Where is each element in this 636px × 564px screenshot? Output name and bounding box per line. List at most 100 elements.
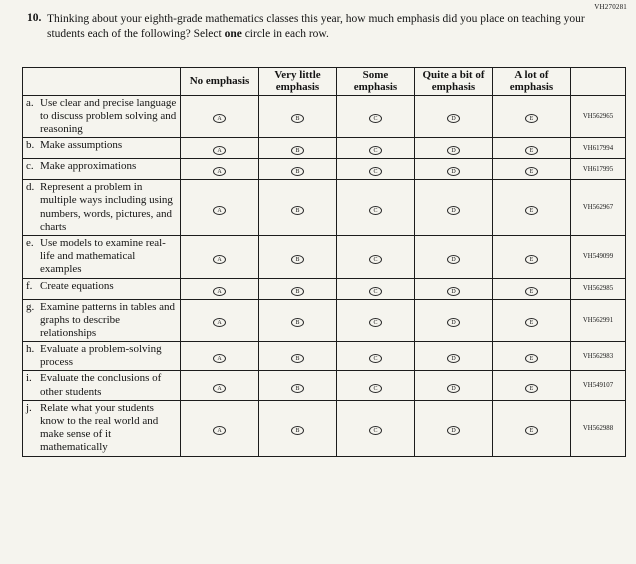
answer-bubble[interactable]: B (291, 146, 304, 156)
answer-bubble[interactable]: E (525, 383, 538, 393)
answer-cell: D (414, 399, 493, 457)
item-code: VH617994 (570, 137, 626, 160)
row-letter: f. (26, 279, 33, 292)
answer-bubble[interactable]: C (369, 146, 382, 156)
answer-cell: A (180, 179, 259, 236)
answer-bubble[interactable]: C (369, 205, 382, 215)
answer-bubble[interactable]: D (447, 114, 460, 124)
emphasis-table: No emphasis Very little emphasis Some em… (22, 67, 626, 457)
row-label-text: Use clear and precise language to discus… (40, 96, 177, 135)
item-code: VH562983 (570, 341, 626, 372)
header-no-emphasis: No emphasis (180, 67, 259, 96)
row-label-text: Evaluate the conclusions of other studen… (40, 372, 162, 398)
answer-bubble[interactable]: C (369, 254, 382, 264)
answer-cell: A (180, 341, 259, 372)
answer-bubble[interactable]: D (447, 318, 460, 328)
answer-bubble[interactable]: D (447, 286, 460, 296)
answer-cell: E (492, 158, 571, 181)
answer-cell: A (180, 370, 259, 401)
answer-bubble[interactable]: D (447, 354, 460, 364)
answer-cell: A (180, 298, 259, 343)
answer-bubble[interactable]: B (291, 318, 304, 328)
row-label-cell: b. Make assumptions (22, 137, 181, 160)
item-code: VH562988 (570, 399, 626, 457)
answer-bubble[interactable]: E (525, 318, 538, 328)
answer-bubble[interactable]: C (369, 286, 382, 296)
answer-cell: B (258, 158, 337, 181)
answer-cell: D (414, 277, 493, 300)
answer-bubble[interactable]: C (369, 318, 382, 328)
answer-bubble[interactable]: D (447, 167, 460, 177)
answer-bubble[interactable]: E (525, 146, 538, 156)
answer-cell: B (258, 137, 337, 160)
row-label-cell: h. Evaluate a problem-solving process (22, 341, 181, 372)
row-label: b. Make assumptions (26, 139, 177, 152)
answer-bubble[interactable]: A (213, 254, 226, 264)
answer-bubble[interactable]: E (525, 167, 538, 177)
answer-bubble[interactable]: A (213, 114, 226, 124)
header-corner (22, 67, 181, 96)
table-row: c. Make approximations A B C D E VH617995 (22, 158, 626, 181)
answer-bubble[interactable]: B (291, 167, 304, 177)
header-code-column (570, 67, 626, 96)
answer-bubble[interactable]: C (369, 383, 382, 393)
row-letter: i. (26, 372, 32, 385)
row-label-cell: c. Make approximations (22, 158, 181, 181)
answer-bubble[interactable]: A (213, 167, 226, 177)
answer-bubble[interactable]: B (291, 205, 304, 215)
answer-bubble[interactable]: B (291, 114, 304, 124)
answer-bubble[interactable]: C (369, 426, 382, 436)
answer-cell: C (336, 399, 415, 457)
answer-bubble[interactable]: B (291, 254, 304, 264)
answer-bubble[interactable]: B (291, 383, 304, 393)
answer-bubble[interactable]: D (447, 426, 460, 436)
answer-bubble[interactable]: D (447, 205, 460, 215)
answer-cell: D (414, 179, 493, 236)
answer-bubble[interactable]: D (447, 146, 460, 156)
answer-bubble[interactable]: C (369, 167, 382, 177)
answer-cell: A (180, 234, 259, 279)
answer-bubble[interactable]: C (369, 114, 382, 124)
answer-bubble[interactable]: B (291, 286, 304, 296)
table-row: g. Examine patterns in tables and graphs … (22, 298, 626, 343)
header-row: No emphasis Very little emphasis Some em… (22, 67, 626, 96)
header-very-little-emphasis: Very little emphasis (258, 67, 337, 96)
answer-cell: D (414, 341, 493, 372)
answer-bubble[interactable]: A (213, 146, 226, 156)
table-row: d. Represent a problem in multiple ways i… (22, 179, 626, 236)
row-label-cell: i. Evaluate the conclusions of other stud… (22, 370, 181, 401)
answer-bubble[interactable]: A (213, 286, 226, 296)
row-label-cell: e. Use models to examine real-life and ma… (22, 234, 181, 279)
answer-bubble[interactable]: D (447, 254, 460, 264)
answer-cell: B (258, 234, 337, 279)
answer-bubble[interactable]: B (291, 354, 304, 364)
answer-bubble[interactable]: C (369, 354, 382, 364)
row-letter: g. (26, 300, 35, 313)
answer-bubble[interactable]: E (525, 114, 538, 124)
question-text-before: Thinking about your eighth-grade mathema… (47, 13, 585, 40)
answer-bubble[interactable]: E (525, 354, 538, 364)
table-row: j. Relate what your students know to the … (22, 399, 626, 457)
answer-bubble[interactable]: D (447, 383, 460, 393)
answer-bubble[interactable]: A (213, 354, 226, 364)
row-label-cell: g. Examine patterns in tables and graphs … (22, 298, 181, 343)
answer-bubble[interactable]: A (213, 318, 226, 328)
answer-cell: A (180, 137, 259, 160)
answer-bubble[interactable]: E (525, 286, 538, 296)
answer-cell: E (492, 341, 571, 372)
answer-bubble[interactable]: A (213, 426, 226, 436)
header-a-lot-of-emphasis: A lot of emphasis (492, 67, 571, 96)
question-number: 10. (27, 12, 42, 24)
answer-cell: C (336, 298, 415, 343)
row-label: c. Make approximations (26, 160, 177, 173)
answer-bubble[interactable]: E (525, 205, 538, 215)
answer-bubble[interactable]: E (525, 426, 538, 436)
answer-bubble[interactable]: A (213, 383, 226, 393)
answer-bubble[interactable]: A (213, 205, 226, 215)
answer-bubble[interactable]: B (291, 426, 304, 436)
item-code: VH549099 (570, 234, 626, 279)
answer-cell: C (336, 179, 415, 236)
item-code: VH562991 (570, 298, 626, 343)
answer-bubble[interactable]: E (525, 254, 538, 264)
row-label-text: Examine patterns in tables and graphs to… (40, 300, 176, 339)
